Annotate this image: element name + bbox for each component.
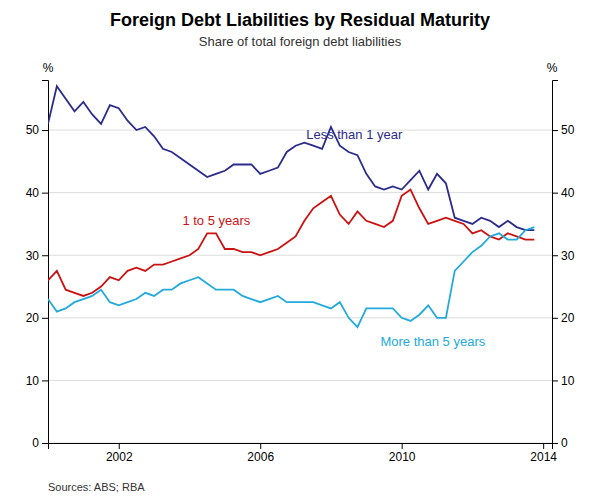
- tick-label: 40: [26, 186, 40, 200]
- tick-mark: [552, 130, 558, 131]
- tick-label: 2002: [106, 450, 133, 464]
- tick: 2006: [247, 443, 274, 464]
- tick-label: 20: [26, 311, 40, 325]
- grid-line: [48, 317, 552, 318]
- grid-line: [48, 192, 552, 193]
- tick: 2002: [106, 443, 133, 464]
- lines: [48, 86, 534, 327]
- subtitle: Share of total foreign debt liabilities: [199, 34, 402, 49]
- axis-line: [553, 81, 559, 444]
- line: [48, 227, 534, 327]
- tick-mark: [552, 318, 558, 319]
- tick-mark: [543, 443, 544, 449]
- tick-label: 30: [26, 249, 40, 263]
- line: [48, 190, 534, 296]
- tick: 0: [32, 436, 48, 450]
- tick-mark: [260, 443, 261, 449]
- annotations: Less than 1 year 1 to 5 years More than 5 …: [182, 127, 485, 349]
- annotation: Less than 1 year: [306, 127, 403, 142]
- tick-mark: [552, 255, 558, 256]
- tick: 50: [26, 123, 48, 137]
- tick-mark: [402, 443, 403, 449]
- y-axis: 0 10 20 30 40 50: [26, 81, 49, 451]
- tick-mark: [42, 193, 48, 194]
- tick-label: 2010: [389, 450, 416, 464]
- tick-label: 50: [561, 123, 575, 137]
- grid-line: [48, 130, 552, 131]
- tick: 50: [552, 123, 575, 137]
- title: Foreign Debt Liabilities by Residual Mat…: [110, 10, 490, 30]
- tick: 0: [552, 436, 568, 450]
- axis-line: [42, 81, 49, 444]
- tick: 10: [552, 374, 575, 388]
- tick: 2010: [389, 443, 416, 464]
- tick-mark: [119, 443, 120, 449]
- tick-label: 30: [561, 249, 575, 263]
- tick-mark: [42, 130, 48, 131]
- tick-mark: [552, 380, 558, 381]
- tick: 40: [26, 186, 48, 200]
- tick: 2014: [530, 443, 557, 464]
- y-axis-label: %: [43, 61, 54, 75]
- tick-label: 2014: [530, 450, 557, 464]
- source: Sources: ABS; RBA: [48, 481, 145, 493]
- tick-label: 10: [561, 374, 575, 388]
- axis-line: [49, 444, 553, 450]
- chart: Foreign Debt Liabilities by Residual Mat…: [0, 0, 600, 501]
- tick: 10: [26, 374, 48, 388]
- y2-axis: 0 10 20 30 40 50: [552, 81, 575, 451]
- y2-axis-label: %: [547, 61, 558, 75]
- annotation: More than 5 years: [380, 334, 485, 349]
- tick: 20: [552, 311, 575, 325]
- tick-mark: [42, 380, 48, 381]
- grid-line: [48, 380, 552, 381]
- plot: 2002 2006 2010 2014 0 10 20 30 40 50 0 10 20 30 40 50 Le…: [26, 81, 575, 464]
- tick-label: 40: [561, 186, 575, 200]
- line: [48, 86, 534, 230]
- tick-label: 0: [32, 436, 39, 450]
- tick-mark: [42, 255, 48, 256]
- tick-mark: [552, 193, 558, 194]
- tick-label: 50: [26, 123, 40, 137]
- tick: 40: [552, 186, 575, 200]
- tick-label: 0: [561, 436, 568, 450]
- tick-label: 10: [26, 374, 40, 388]
- tick-mark: [552, 443, 558, 444]
- x-axis: 2002 2006 2010 2014: [49, 443, 558, 464]
- grid-line: [48, 255, 552, 256]
- tick: 30: [26, 249, 48, 263]
- tick: 20: [26, 311, 48, 325]
- tick-mark: [42, 318, 48, 319]
- grid: [48, 130, 552, 443]
- tick-label: 2006: [247, 450, 274, 464]
- tick: 30: [552, 249, 575, 263]
- annotation: 1 to 5 years: [182, 213, 250, 228]
- tick-mark: [42, 443, 48, 444]
- tick-label: 20: [561, 311, 575, 325]
